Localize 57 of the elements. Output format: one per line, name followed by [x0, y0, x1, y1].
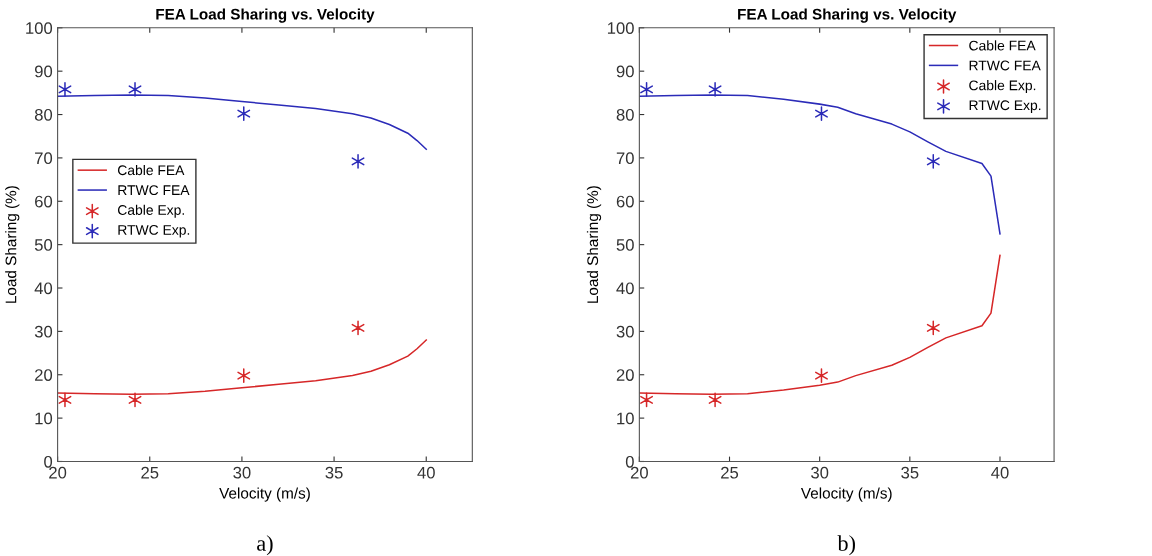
x-tick-label: 30	[811, 466, 829, 479]
x-axis-title: Velocity (m/s)	[219, 487, 310, 502]
y-tick-label: 0	[44, 455, 53, 468]
x-tick-label: 25	[141, 466, 159, 479]
y-tick-label: 30	[616, 325, 634, 338]
point	[237, 368, 251, 383]
y-tick-label: 60	[35, 195, 53, 208]
y-tick-label: 100	[26, 22, 53, 34]
point	[926, 154, 940, 169]
y-tick-label: 70	[616, 152, 634, 165]
point	[815, 368, 828, 383]
text: b)	[837, 535, 855, 556]
y-tick-label: 30	[34, 325, 53, 338]
y-tick-label: 40	[616, 282, 634, 295]
x-tick-label: 25	[721, 466, 739, 479]
point	[708, 82, 722, 97]
y-tick-label: 60	[616, 195, 634, 208]
chart-title: FEA Load Sharing vs. Velocity	[156, 8, 375, 23]
chart-title: FEA Load Sharing vs. Velocity	[738, 8, 957, 23]
y-tick-label: 20	[35, 369, 53, 381]
y-axis-title: Load Sharing (%)	[586, 186, 602, 303]
legend-label: Cable Exp.	[969, 80, 1036, 94]
legend-label: RTWC Exp.	[969, 100, 1041, 113]
y-tick-label: 50	[616, 239, 634, 251]
point	[815, 106, 828, 122]
x-tick-label: 40	[417, 466, 435, 479]
y-tick-label: 100	[607, 22, 634, 34]
y-tick-label: 90	[616, 65, 634, 78]
x-tick-label: 20	[630, 466, 648, 479]
y-tick-label: 10	[617, 412, 634, 425]
legend-label: Cable FEA	[969, 40, 1036, 51]
legend-label: RTWC FEA	[118, 185, 190, 196]
x-tick-label: 30	[233, 466, 251, 479]
legend-label: RTWC FEA	[969, 60, 1041, 71]
x-tick-label: 35	[901, 466, 919, 479]
y-tick-label: 10	[35, 412, 53, 425]
y-tick-label: 20	[616, 369, 634, 381]
point	[926, 320, 940, 336]
point	[708, 392, 722, 408]
legend-label: Cable FEA	[117, 164, 185, 176]
text: a)	[257, 535, 273, 556]
point	[128, 392, 142, 408]
x-tick-label: 35	[325, 466, 343, 479]
y-tick-label: 50	[34, 239, 53, 251]
y-tick-label: 80	[34, 108, 53, 121]
y-tick-label: 0	[625, 455, 634, 468]
x-tick-label: 40	[991, 466, 1009, 479]
y-tick-label: 40	[34, 282, 53, 295]
point	[58, 392, 72, 408]
y-tick-label: 70	[35, 152, 53, 165]
y-axis-title: Load Sharing (%)	[5, 186, 20, 303]
x-tick-label: 20	[49, 466, 67, 479]
y-tick-label: 80	[616, 108, 634, 121]
legend-label: Cable Exp.	[117, 204, 184, 218]
y-tick-label: 90	[34, 65, 53, 78]
x-axis-title: Velocity (m/s)	[800, 487, 892, 502]
point	[351, 320, 365, 336]
